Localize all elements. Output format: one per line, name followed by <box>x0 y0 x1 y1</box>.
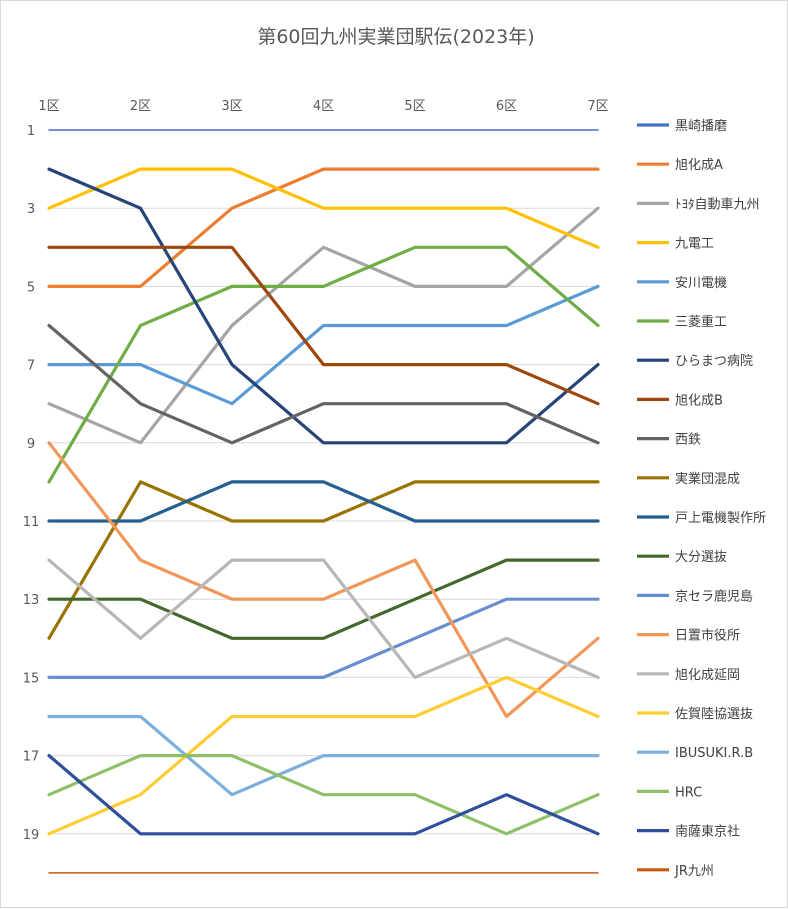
series-line-3 <box>47 206 600 445</box>
legend-label-12: 大分選抜 <box>675 549 727 565</box>
legend-label-5: 安川電機 <box>675 276 727 291</box>
x-tick-label: 6区 <box>496 99 517 114</box>
series-line-16 <box>47 675 600 836</box>
series-line-17 <box>47 714 600 797</box>
y-tick-label: 7 <box>27 359 35 374</box>
series-line-7 <box>47 167 600 445</box>
y-tick-label: 5 <box>27 280 35 295</box>
legend-label-4: 九電工 <box>675 237 714 252</box>
y-tick-label: 1 <box>27 124 35 139</box>
x-tick-label: 7区 <box>587 99 608 114</box>
series-line-10 <box>47 480 600 640</box>
series-line-9 <box>47 323 600 445</box>
legend-label-16: 佐賀陸協選抜 <box>675 706 753 722</box>
y-tick-label: 9 <box>27 437 35 452</box>
legend-label-1: 黒崎播磨 <box>675 119 727 134</box>
series-line-13 <box>47 597 600 680</box>
legend-label-6: 三菱重工 <box>675 314 727 330</box>
y-tick-label: 17 <box>23 750 40 765</box>
series-line-15 <box>47 558 600 680</box>
legend-label-13: 京セラ鹿児島 <box>675 588 753 604</box>
series-line-19 <box>47 753 600 836</box>
series-line-18 <box>47 753 600 836</box>
series-line-5 <box>47 284 600 406</box>
series-line-4 <box>47 167 600 249</box>
x-tick-label: 1区 <box>38 99 59 114</box>
legend-label-20: JR九州 <box>674 864 714 879</box>
x-axis-ticks: 1区 2区 3区 4区 5区 6区 7区 <box>38 99 608 114</box>
legend-label-7: ひらまつ病院 <box>675 354 753 369</box>
legend-label-19: 南薩東京社 <box>675 824 740 840</box>
legend-label-3: ﾄﾖﾀ自動車九州 <box>675 197 760 212</box>
x-tick-label: 5区 <box>404 99 425 114</box>
y-tick-label: 13 <box>23 593 40 608</box>
x-tick-label: 2区 <box>130 99 151 114</box>
y-tick-label: 11 <box>23 515 40 530</box>
legend-label-11: 戸上電機製作所 <box>675 511 766 526</box>
legend-label-2: 旭化成A <box>675 158 723 173</box>
chart-title: 第60回九州実業団駅伝(2023年) <box>257 26 534 48</box>
legend-label-8: 旭化成B <box>675 393 723 408</box>
legend-label-15: 旭化成延岡 <box>675 668 740 683</box>
series-line-14 <box>47 441 600 719</box>
legend-label-9: 西鉄 <box>675 433 701 448</box>
x-tick-label: 4区 <box>313 99 334 114</box>
series-line-11 <box>47 480 600 523</box>
legend-label-18: HRC <box>675 785 702 800</box>
legend-label-10: 実業団混成 <box>675 471 740 487</box>
series-line-12 <box>47 558 600 640</box>
y-tick-label: 15 <box>23 671 40 686</box>
y-tick-label: 19 <box>23 828 40 843</box>
series-line-6 <box>47 245 600 484</box>
y-tick-label: 3 <box>27 202 35 217</box>
x-tick-label: 3区 <box>221 99 242 114</box>
legend-label-17: IBUSUKI.R.B <box>675 746 753 761</box>
series-line-8 <box>47 245 600 406</box>
series-line-2 <box>47 167 600 288</box>
legend-label-14: 日置市役所 <box>675 628 740 644</box>
series-lines <box>47 129 600 874</box>
